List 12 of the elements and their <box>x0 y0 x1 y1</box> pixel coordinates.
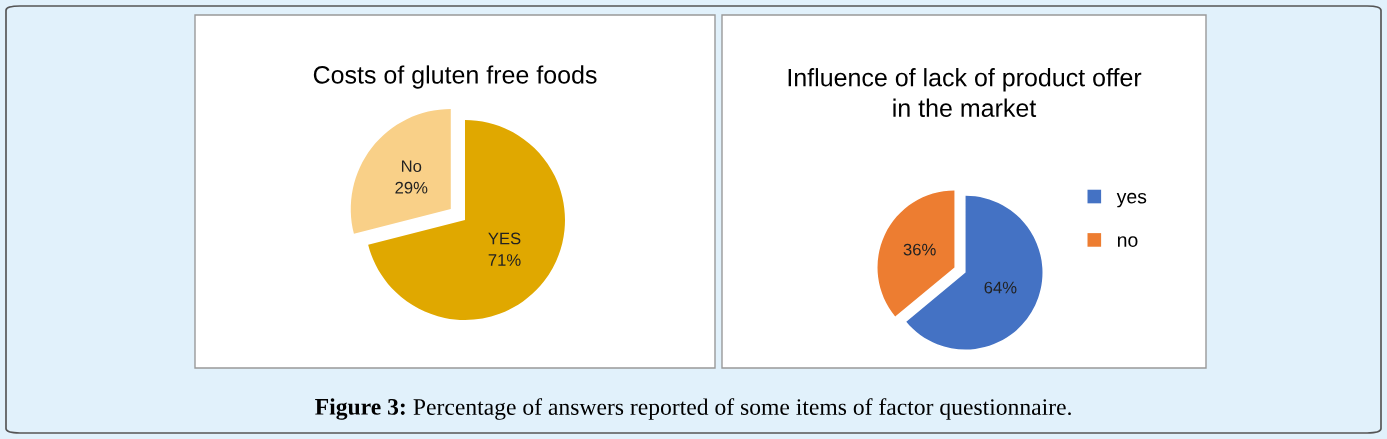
data-label: 71% <box>488 254 521 266</box>
data-label: 29% <box>395 181 428 194</box>
caption: Figure 3: <box>315 398 405 420</box>
data-label: 64% <box>984 281 1017 294</box>
slice-label: No <box>401 160 422 173</box>
chart-title: Costs of gluten free foods <box>313 65 597 89</box>
legend-label: yes <box>1116 192 1147 208</box>
legend-label: no <box>1117 236 1138 247</box>
text: Percentage of answers reported of some items of factor questionnaire. <box>413 398 1071 420</box>
chart-title: Influence of lack of product offer in the market <box>788 68 1142 117</box>
slice-label: YES <box>488 232 521 245</box>
data-label: 36% <box>903 243 936 256</box>
